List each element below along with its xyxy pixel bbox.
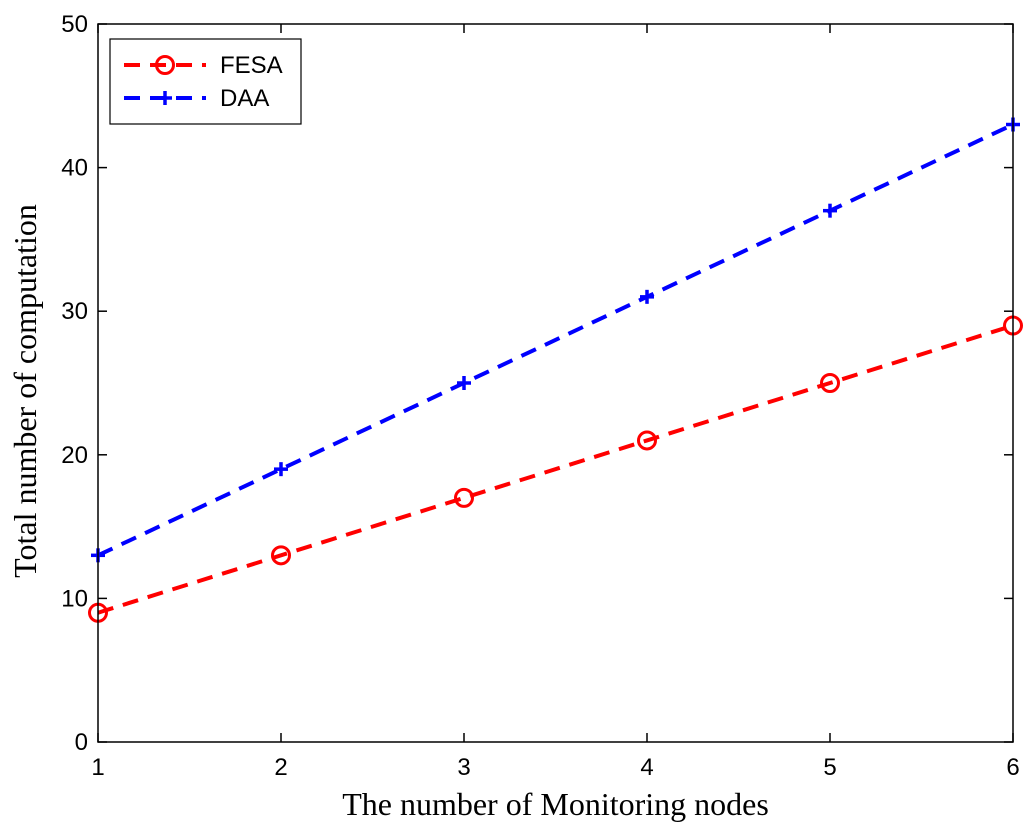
x-axis-title: The number of Monitoring nodes bbox=[342, 786, 769, 822]
legend-marker-daa bbox=[158, 91, 172, 105]
tick-marks: 1 2 3 4 5 6 0 10 20 30 40 50 bbox=[61, 11, 1019, 781]
data-point-fesa bbox=[271, 545, 291, 566]
y-tick-label: 20 bbox=[61, 442, 88, 469]
x-tick-label: 6 bbox=[1006, 754, 1019, 781]
legend: FESA DAA bbox=[109, 38, 302, 125]
x-tick-label: 4 bbox=[640, 754, 653, 781]
data-point-daa bbox=[823, 203, 837, 218]
data-point-fesa bbox=[820, 373, 840, 393]
x-tick-label: 1 bbox=[91, 754, 104, 781]
data-point-fesa bbox=[637, 430, 657, 451]
y-tick-label: 30 bbox=[61, 298, 88, 325]
series-line-daa bbox=[97, 122, 1014, 558]
x-tick-label: 3 bbox=[457, 754, 470, 781]
data-point-daa bbox=[457, 376, 471, 390]
data-point-fesa bbox=[454, 487, 474, 508]
y-axis-title: Total number of computation bbox=[7, 204, 43, 578]
y-tick-label: 50 bbox=[61, 11, 88, 38]
axes-frame bbox=[97, 23, 1014, 743]
data-point-daa bbox=[274, 462, 288, 477]
legend-frame bbox=[109, 38, 302, 125]
y-tick-label: 10 bbox=[61, 585, 88, 612]
legend-label-fesa: FESA bbox=[220, 52, 283, 79]
legend-marker-fesa bbox=[155, 55, 175, 75]
plot-area bbox=[88, 117, 1023, 623]
data-point-daa bbox=[640, 289, 654, 304]
series-line-fesa bbox=[97, 323, 1014, 615]
y-tick-label: 40 bbox=[61, 155, 88, 182]
y-tick-label: 0 bbox=[75, 729, 88, 756]
x-tick-label: 2 bbox=[274, 754, 287, 781]
legend-label-daa: DAA bbox=[220, 85, 269, 112]
axes bbox=[97, 23, 1014, 743]
x-tick-label: 5 bbox=[823, 754, 836, 781]
